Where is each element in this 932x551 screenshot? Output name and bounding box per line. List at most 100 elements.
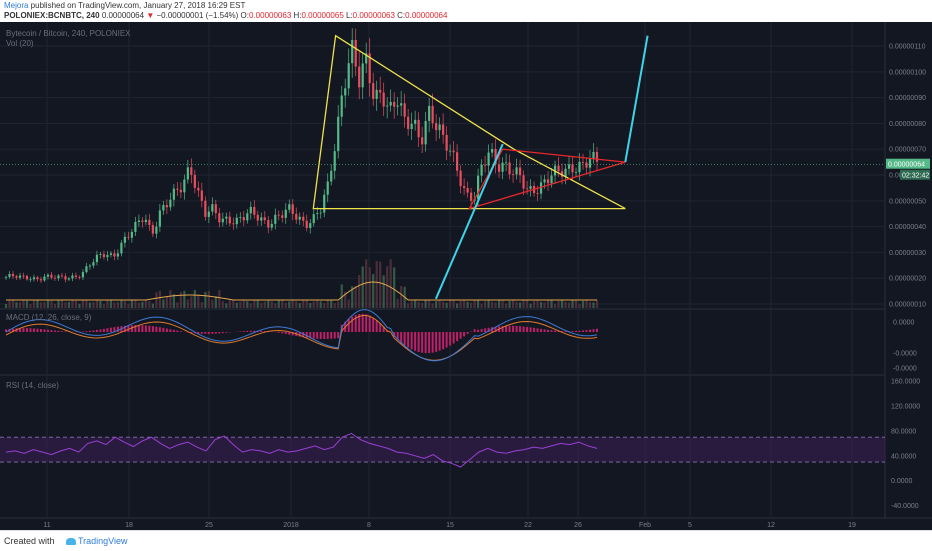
candle-body: [36, 277, 38, 279]
volume-bar: [369, 267, 371, 308]
volume-bar: [15, 302, 17, 308]
candle-body: [288, 204, 290, 209]
chart-canvas[interactable]: 0.000001100.000001000.000000900.00000080…: [0, 22, 932, 530]
candle-body: [47, 275, 49, 277]
tradingview-logo[interactable]: TradingView: [66, 536, 128, 546]
volume-group: [5, 259, 598, 308]
candle-body: [550, 175, 552, 183]
volume-bar: [152, 304, 154, 308]
candle-body: [75, 276, 77, 277]
candle-body: [306, 221, 308, 228]
candle-body: [264, 217, 266, 220]
candle-body: [103, 254, 105, 257]
candle-body: [124, 237, 126, 243]
candle-body: [543, 179, 545, 182]
price-tick-label: 0.00000080: [889, 121, 926, 128]
volume-bar: [400, 286, 402, 308]
volume-bar: [561, 300, 563, 308]
volume-bar: [365, 259, 367, 308]
rsi-tick-label: 40.0000: [891, 453, 916, 460]
candle-body: [243, 217, 245, 220]
candle-body: [138, 221, 140, 222]
volume-bar: [71, 300, 73, 308]
macd-hist-bar: [425, 332, 427, 353]
macd-hist-bar: [33, 328, 35, 332]
author-link[interactable]: Mejora: [4, 1, 28, 10]
candle-body: [480, 165, 482, 176]
candle-body: [302, 217, 304, 221]
time-tick-label: 12: [767, 522, 775, 529]
published-text: published on TradingView.com, January 27…: [28, 1, 245, 10]
macd-hist-bar: [43, 329, 45, 332]
macd-hist-bar: [54, 331, 56, 332]
volume-bar: [194, 290, 196, 308]
volume-bar: [225, 303, 227, 308]
candle-body: [239, 217, 241, 218]
candle-body: [351, 40, 353, 63]
candle-body: [19, 276, 21, 278]
candle-body: [187, 167, 189, 179]
candle-body: [148, 220, 150, 225]
macd-hist-bar: [460, 332, 462, 339]
volume-bar: [288, 301, 290, 308]
volume-bar: [218, 290, 220, 308]
candle-body: [564, 169, 566, 177]
volume-bar: [477, 300, 479, 308]
macd-hist-bar: [89, 331, 91, 332]
macd-hist-bar: [439, 332, 441, 351]
macd-hist-bar: [456, 332, 458, 341]
macd-hist-bar: [551, 330, 553, 332]
candle-body: [309, 223, 311, 228]
volume-bar: [260, 303, 262, 308]
candle-body: [582, 162, 584, 163]
macd-hist-bar: [92, 330, 94, 332]
volume-bar: [414, 300, 416, 308]
macd-hist-bar: [453, 332, 455, 343]
macd-hist-bar: [281, 332, 283, 333]
macd-hist-bar: [575, 331, 577, 332]
trendline-red: [469, 149, 625, 208]
candle-body: [372, 83, 374, 99]
volume-bar: [446, 303, 448, 308]
volume-bar: [519, 303, 521, 308]
macd-hist-bar: [211, 332, 213, 334]
volume-bar: [540, 302, 542, 308]
volume-bar: [204, 292, 206, 308]
volume-bar: [43, 302, 45, 308]
candle-body: [274, 215, 276, 224]
volume-bar: [236, 303, 238, 308]
volume-bar: [246, 301, 248, 308]
candle-body: [505, 162, 507, 163]
candle-body: [428, 106, 430, 121]
macd-hist-bar: [334, 332, 336, 339]
macd-hist-bar: [176, 331, 178, 332]
volume-bar: [180, 292, 182, 308]
volume-ma-line: [6, 282, 597, 300]
macd-hist-bar: [505, 326, 507, 332]
volume-bar: [299, 303, 301, 308]
volume-bar: [411, 301, 413, 308]
volume-bar: [425, 300, 427, 308]
volume-bar: [134, 300, 136, 308]
volume-bar: [313, 301, 315, 308]
candle-body: [176, 189, 178, 190]
volume-bar: [274, 303, 276, 308]
candle-body: [40, 279, 42, 280]
high-value: 0.00000065: [302, 11, 344, 20]
volume-bar: [355, 286, 357, 308]
volume-bar: [12, 300, 14, 308]
candle-body: [404, 103, 406, 116]
macd-hist-bar: [463, 332, 465, 336]
volume-bar: [529, 304, 531, 308]
macd-hist-bar: [64, 331, 66, 332]
macd-hist-bar: [40, 329, 42, 332]
volume-bar: [29, 304, 31, 308]
candle-body: [397, 106, 399, 107]
volume-bar: [243, 300, 245, 308]
candle-body: [508, 162, 510, 174]
volume-bar: [393, 267, 395, 308]
candle-body: [197, 188, 199, 191]
down-arrow-icon: ▼: [146, 11, 154, 20]
volume-bar: [515, 302, 517, 308]
